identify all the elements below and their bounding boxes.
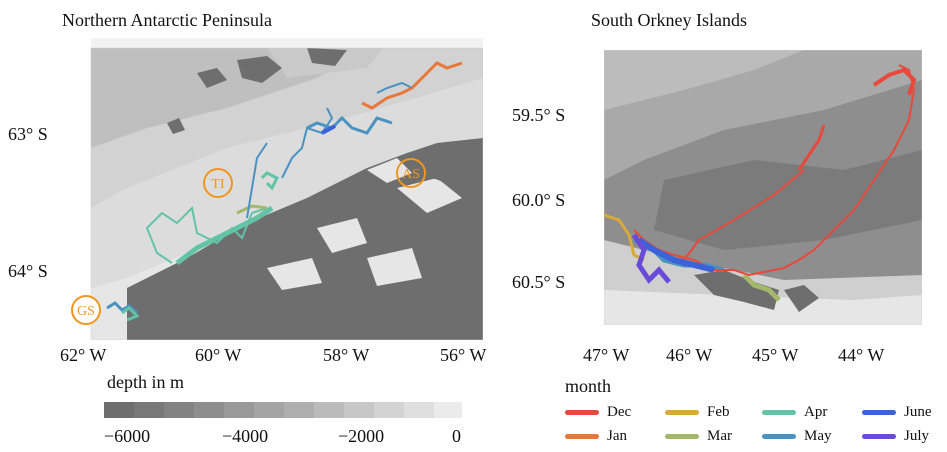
right-panel-title: South Orkney Islands <box>591 10 747 30</box>
south-orkney-islands-map <box>604 50 922 325</box>
right-y-tick-59-5: 59.5° S <box>512 105 566 125</box>
site-label-as: AS <box>402 167 420 182</box>
legend-swatch <box>565 410 599 415</box>
legend-swatch <box>862 434 896 439</box>
legend-label: May <box>804 428 832 444</box>
legend-label: June <box>904 404 932 420</box>
legend-item-mar: Mar <box>665 428 732 445</box>
legend-item-feb: Feb <box>665 404 730 421</box>
right-x-tick-46w: 46° W <box>666 345 713 365</box>
left-panel-title: Northern Antarctic Peninsula <box>62 10 272 30</box>
right-x-tick-44w: 44° W <box>838 345 885 365</box>
left-x-tick-58w: 58° W <box>323 345 370 365</box>
colorbar-tick-6000: −6000 <box>104 426 151 446</box>
right-y-tick-60-0: 60.0° S <box>512 190 566 210</box>
site-marker-gs: GS <box>71 295 101 325</box>
legend-label: Dec <box>607 404 632 420</box>
left-y-tick-63: 63° S <box>8 124 48 144</box>
left-y-tick-64: 64° S <box>8 261 48 281</box>
legend-label: July <box>904 428 930 444</box>
legend-label: Apr <box>804 404 828 420</box>
colorbar-tick-2000: −2000 <box>338 426 385 446</box>
colorbar-title: depth in m <box>107 372 184 392</box>
site-label-ti: TI <box>211 177 225 192</box>
legend-label: Feb <box>707 404 730 420</box>
left-x-tick-56w: 56° W <box>440 345 487 365</box>
legend-label: Jan <box>607 428 627 444</box>
legend-item-june: June <box>862 404 932 421</box>
legend-swatch <box>565 434 599 439</box>
legend-swatch <box>762 434 796 439</box>
legend-item-jan: Jan <box>565 428 627 445</box>
site-marker-as: AS <box>396 158 426 188</box>
colorbar-tick-4000: −4000 <box>222 426 269 446</box>
left-x-tick-62w: 62° W <box>60 345 107 365</box>
legend-swatch <box>665 434 699 439</box>
northern-antarctic-peninsula-map: TI AS GS <box>67 38 483 340</box>
legend-title: month <box>565 376 612 396</box>
legend-item-apr: Apr <box>762 404 827 421</box>
legend-item-may: May <box>762 428 832 445</box>
colorbar-tick-0: 0 <box>452 426 461 446</box>
legend-item-dec: Dec <box>565 404 631 421</box>
legend-swatch <box>762 410 796 415</box>
land-island <box>237 56 282 83</box>
site-label-gs: GS <box>77 304 95 319</box>
left-x-tick-60w: 60° W <box>195 345 242 365</box>
depth-colorbar <box>104 402 462 418</box>
right-x-tick-47w: 47° W <box>583 345 630 365</box>
legend-swatch <box>665 410 699 415</box>
legend-swatch <box>862 410 896 415</box>
legend-label: Mar <box>707 428 732 444</box>
legend-item-july: July <box>862 428 929 445</box>
site-marker-ti: TI <box>203 168 233 198</box>
right-y-tick-60-5: 60.5° S <box>512 272 566 292</box>
right-x-tick-45w: 45° W <box>752 345 799 365</box>
